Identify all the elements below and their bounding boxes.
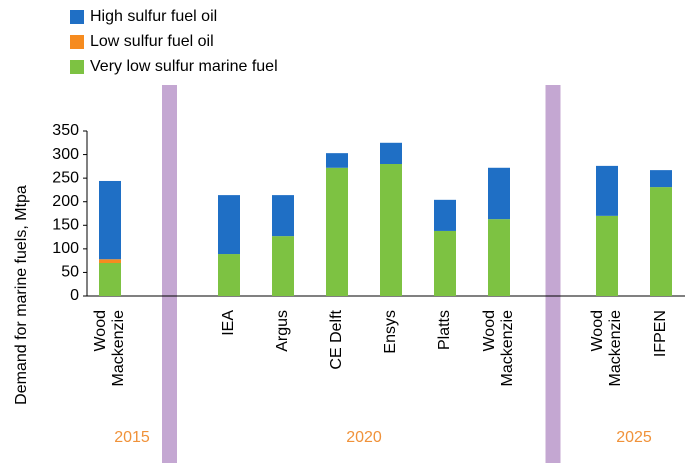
x-tick-label: WoodMackenzie [481, 310, 516, 387]
y-tick-label: 250 [52, 169, 79, 186]
y-tick-label: 200 [52, 193, 79, 210]
x-tick-label: WoodMackenzie [92, 310, 127, 387]
bar-segment [596, 165, 618, 216]
legend-swatch [70, 35, 84, 49]
bar-segment [326, 153, 348, 168]
legend-label: Very low sulfur marine fuel [90, 58, 278, 75]
y-tick-label: 300 [52, 146, 79, 163]
bar-segment [218, 254, 240, 296]
legend: High sulfur fuel oil Low sulfur fuel oil V… [70, 8, 278, 75]
group-label: 2015 [114, 429, 150, 446]
bar-segment [434, 199, 456, 231]
x-tick-label: Ensys [382, 310, 399, 354]
y-tick-label: 50 [61, 264, 79, 281]
bar-segment [272, 236, 294, 296]
bar-segment [596, 215, 618, 296]
bar-segment [218, 195, 240, 255]
group-label: 2025 [616, 429, 652, 446]
bar-segment [380, 142, 402, 164]
group-label: 2020 [346, 429, 382, 446]
group-separator [162, 85, 177, 463]
legend-swatch [70, 60, 84, 74]
legend-label: Low sulfur fuel oil [90, 33, 214, 50]
bar-segment [650, 187, 672, 296]
bar-segment [488, 219, 510, 296]
y-tick-label: 150 [52, 217, 79, 234]
legend-swatch [70, 10, 84, 24]
x-tick-label: IFPEN [652, 310, 669, 357]
x-tick-label: Argus [274, 310, 291, 352]
bar-segment [380, 164, 402, 296]
bar-segment [99, 259, 121, 263]
group-separator [545, 85, 561, 463]
bar-segment [99, 263, 121, 296]
y-tick-label: 100 [52, 240, 79, 257]
bar-segment [99, 180, 121, 260]
bar-segment [488, 167, 510, 220]
bar-segment [326, 167, 348, 296]
bar-segment [434, 230, 456, 296]
bar-segment [650, 170, 672, 188]
y-tick-label: 0 [70, 287, 79, 304]
bar-segment [272, 195, 294, 237]
y-axis-label: Demand for marine fuels, Mtpa [13, 185, 30, 405]
x-tick-label: WoodMackenzie [589, 310, 624, 387]
x-tick-label: Platts [436, 310, 453, 350]
legend-label: High sulfur fuel oil [90, 8, 217, 25]
x-tick-label: IEA [220, 310, 237, 336]
y-tick-label: 350 [52, 122, 79, 139]
x-tick-label: CE Delft [328, 309, 345, 369]
